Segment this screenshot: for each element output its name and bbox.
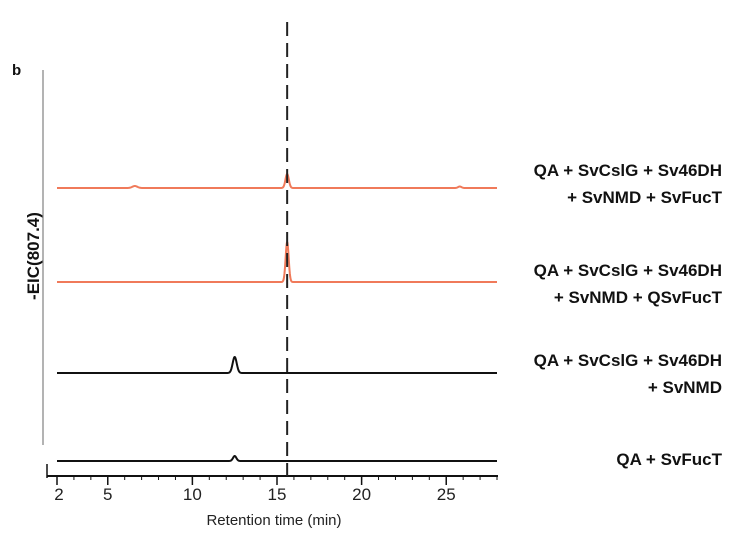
trace-label-2-line-1: QA + SvCslG + Sv46DH [533,261,722,280]
trace-series-2 [56,241,498,283]
trace-label-2: QA + SvCslG + Sv46DH + SvNMD + QSvFucT [534,257,722,311]
x-tick-label-2: 2 [54,485,63,504]
x-tick-label-25: 25 [437,485,456,504]
trace-label-1-line-2: + SvNMD + SvFucT [567,188,722,207]
trace-label-4: QA + SvFucT [616,446,722,473]
trace-label-1: QA + SvCslG + Sv46DH + SvNMD + SvFucT [534,157,722,211]
trace-label-3-line-2: + SvNMD [647,378,722,397]
x-tick-label-5: 5 [103,485,112,504]
trace-series-1 [56,173,498,189]
x-tick-label-10: 10 [183,485,202,504]
trace-label-3: QA + SvCslG + Sv46DH + SvNMD [534,347,722,401]
trace-label-1-line-1: QA + SvCslG + Sv46DH [533,161,722,180]
x-axis-label: Retention time (min) [206,512,342,529]
trace-label-3-line-1: QA + SvCslG + Sv46DH [533,351,722,370]
trace-label-4-line-1: QA + SvFucT [616,450,722,469]
panel-label: b [12,62,22,79]
trace-series-3 [56,356,498,374]
y-axis-label: -EIC(807.4) [24,212,43,300]
trace-series-4 [56,455,498,462]
x-tick-label-15: 15 [268,485,287,504]
x-tick-label-20: 20 [352,485,371,504]
trace-label-2-line-2: + SvNMD + QSvFucT [553,288,722,307]
